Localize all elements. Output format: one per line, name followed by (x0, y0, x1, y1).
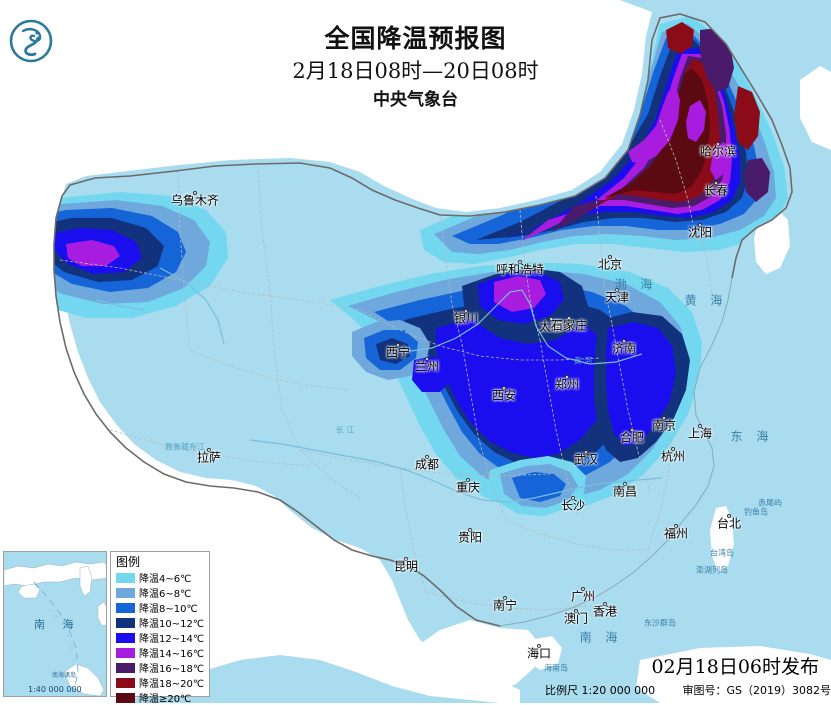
legend-swatch (116, 663, 135, 673)
legend-label: 降温12~14℃ (139, 630, 204, 645)
city-marker-dot (193, 191, 197, 195)
legend-item: 降温12~14℃ (116, 630, 209, 645)
city-marker-dot (537, 644, 541, 648)
city-marker-dot (574, 609, 578, 613)
legend-label: 降温16~18℃ (139, 660, 204, 675)
legend-title: 图例 (116, 555, 209, 570)
legend-swatch (116, 573, 135, 583)
legend-label: 降温18~20℃ (139, 675, 204, 690)
map-scale-label: 比例尺 1:20 000 000 (545, 682, 655, 698)
inset-sea-label: 南 海 (34, 616, 81, 632)
legend-label: 降温10~12℃ (139, 615, 204, 630)
legend-item: 降温4~6℃ (116, 570, 209, 585)
legend-item: 降温8~10℃ (116, 600, 209, 615)
city-marker-dot (503, 596, 507, 600)
city-marker-dot (518, 260, 522, 264)
city-marker-dot (464, 309, 468, 313)
inset-scale-label: 1:40 000 000 (28, 685, 82, 694)
city-marker-dot (571, 496, 575, 500)
city-marker-dot (603, 602, 607, 606)
cma-dragon-logo-icon (8, 18, 54, 64)
city-marker-dot (622, 339, 626, 343)
legend-item: 降温14~16℃ (116, 645, 209, 660)
legend-item: 降温10~12℃ (116, 615, 209, 630)
footer-metadata: 比例尺 1:20 000 000 审图号：GS（2019）3082号 (545, 682, 831, 698)
legend-swatch (116, 588, 135, 598)
city-marker-dot (581, 587, 585, 591)
city-marker-dot (207, 448, 211, 452)
inset-islands-label: 南海诸岛 (52, 670, 76, 679)
city-marker-dot (584, 450, 588, 454)
issue-time-label: 02月18日06时发布 (651, 652, 819, 679)
south-china-sea-inset-map: 南 海 南海诸岛 1:40 000 000 (3, 551, 107, 697)
legend-item: 降温18~20℃ (116, 675, 209, 690)
city-marker-dot (425, 357, 429, 361)
legend-label: 降温6~8℃ (139, 585, 191, 600)
city-marker-dot (549, 317, 553, 321)
legend-label: 降温4~6℃ (139, 570, 191, 585)
city-marker-dot (468, 528, 472, 532)
city-marker-dot (404, 557, 408, 561)
legend-swatch (116, 633, 135, 643)
city-marker-dot (727, 514, 731, 518)
legend-swatch (116, 618, 135, 628)
legend-swatch (116, 603, 135, 613)
city-marker-dot (567, 316, 571, 320)
city-marker-dot (662, 416, 666, 420)
city-marker-dot (674, 524, 678, 528)
city-marker-dot (425, 455, 429, 459)
legend-swatch (116, 693, 135, 703)
city-marker-dot (565, 375, 569, 379)
city-marker-dot (502, 386, 506, 390)
legend-item: 降温16~18℃ (116, 660, 209, 675)
legend-label: 降温8~10℃ (139, 600, 198, 615)
legend-swatch (116, 648, 135, 658)
city-marker-dot (466, 478, 470, 482)
city-marker-dot (615, 288, 619, 292)
legend-swatch (116, 678, 135, 688)
legend-item: 降温6~8℃ (116, 585, 209, 600)
review-number-label: 审图号：GS（2019）3082号 (683, 682, 831, 698)
city-marker-dot (623, 482, 627, 486)
city-marker-dot (716, 142, 720, 146)
city-marker-dot (396, 343, 400, 347)
city-marker-dot (671, 447, 675, 451)
legend-label: 降温14~16℃ (139, 645, 204, 660)
city-marker-dot (698, 223, 702, 227)
city-marker-dot (630, 428, 634, 432)
city-marker-dot (608, 255, 612, 259)
city-marker-dot (714, 181, 718, 185)
city-marker-dot (698, 424, 702, 428)
